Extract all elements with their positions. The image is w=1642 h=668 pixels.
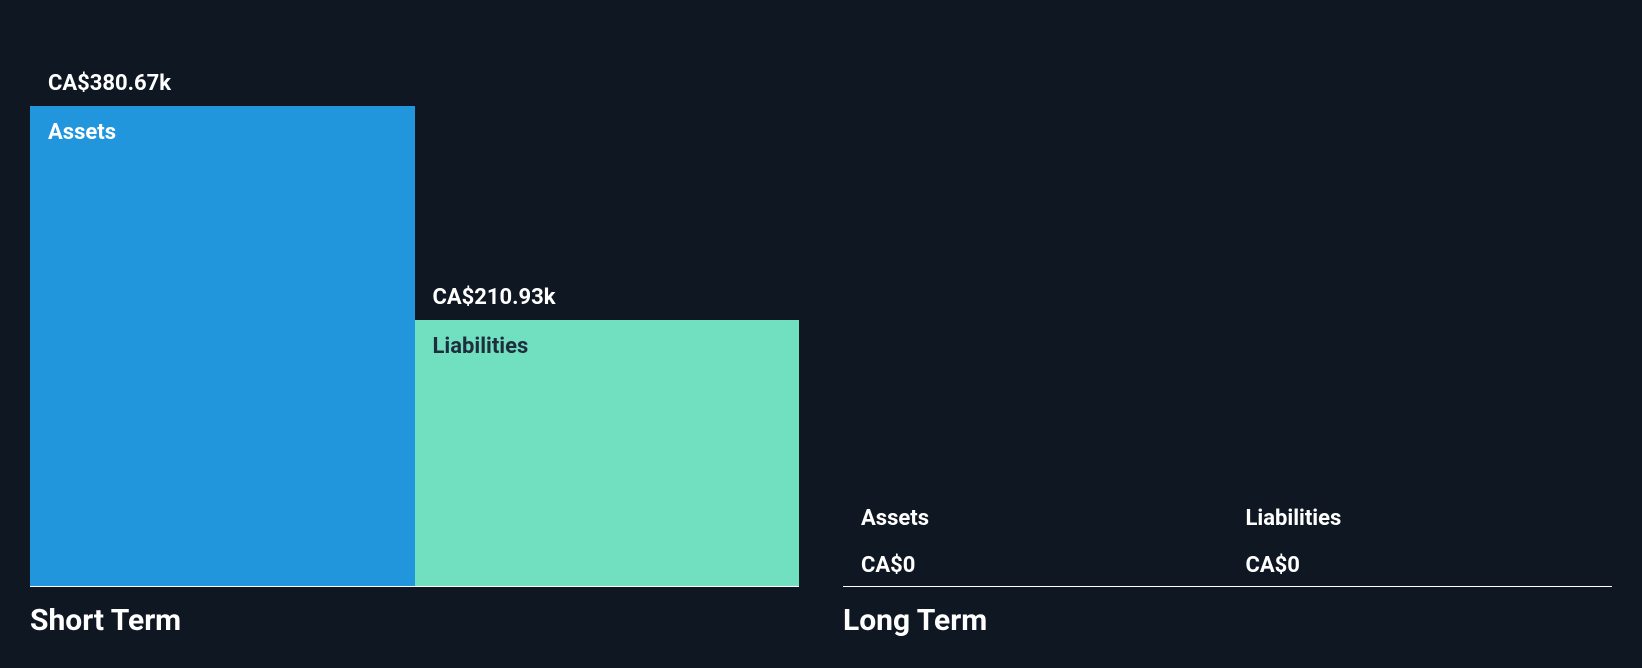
panel-long-term: Assets CA$0 Liabilities CA$0 Long Term	[843, 0, 1612, 638]
chart-container: CA$380.67k Assets CA$210.93k Liabilities…	[0, 0, 1642, 668]
bar-fill-short-term-liabilities: Liabilities	[415, 320, 800, 586]
bar-label-long-term-assets: Assets	[861, 506, 929, 531]
bars-short-term: CA$380.67k Assets CA$210.93k Liabilities	[30, 0, 799, 586]
bar-value-short-term-liabilities: CA$210.93k	[433, 285, 556, 310]
bar-value-long-term-assets: CA$0	[861, 553, 929, 578]
bar-label-short-term-liabilities: Liabilities	[433, 334, 529, 359]
bars-long-term: Assets CA$0 Liabilities CA$0	[843, 0, 1612, 586]
bar-label-long-term-liabilities: Liabilities	[1246, 506, 1342, 531]
bar-fill-short-term-assets: Assets	[30, 106, 415, 586]
bar-label-short-term-assets: Assets	[48, 120, 116, 145]
panel-title-short-term: Short Term	[30, 587, 799, 638]
chart-area-long-term: Assets CA$0 Liabilities CA$0	[843, 0, 1612, 587]
bar-value-long-term-liabilities: CA$0	[1246, 553, 1342, 578]
chart-area-short-term: CA$380.67k Assets CA$210.93k Liabilities	[30, 0, 799, 587]
panel-short-term: CA$380.67k Assets CA$210.93k Liabilities…	[30, 0, 799, 638]
panel-title-long-term: Long Term	[843, 587, 1612, 638]
bar-value-short-term-assets: CA$380.67k	[48, 71, 171, 96]
zero-block-long-term-liabilities: Liabilities CA$0	[1246, 506, 1342, 578]
zero-block-long-term-assets: Assets CA$0	[861, 506, 929, 578]
